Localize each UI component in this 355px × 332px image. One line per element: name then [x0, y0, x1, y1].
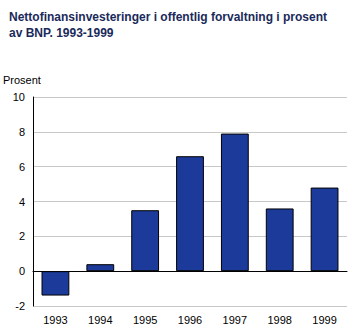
svg-text:Prosent: Prosent: [3, 74, 41, 86]
svg-text:1999: 1999: [312, 314, 336, 326]
svg-text:0: 0: [19, 265, 25, 277]
svg-text:8: 8: [19, 126, 25, 138]
svg-text:2: 2: [19, 230, 25, 242]
svg-text:av BNP. 1993-1999: av BNP. 1993-1999: [9, 26, 114, 40]
svg-text:1998: 1998: [267, 314, 291, 326]
svg-text:6: 6: [19, 161, 25, 173]
svg-text:Nettofinansinvesteringer i off: Nettofinansinvesteringer i offentlig for…: [9, 10, 330, 24]
svg-text:10: 10: [13, 91, 25, 103]
svg-text:1994: 1994: [88, 314, 112, 326]
svg-text:-2: -2: [15, 300, 25, 312]
svg-text:4: 4: [19, 196, 25, 208]
svg-text:1993: 1993: [43, 314, 67, 326]
svg-text:1997: 1997: [223, 314, 247, 326]
svg-text:1996: 1996: [178, 314, 202, 326]
svg-text:1995: 1995: [133, 314, 157, 326]
